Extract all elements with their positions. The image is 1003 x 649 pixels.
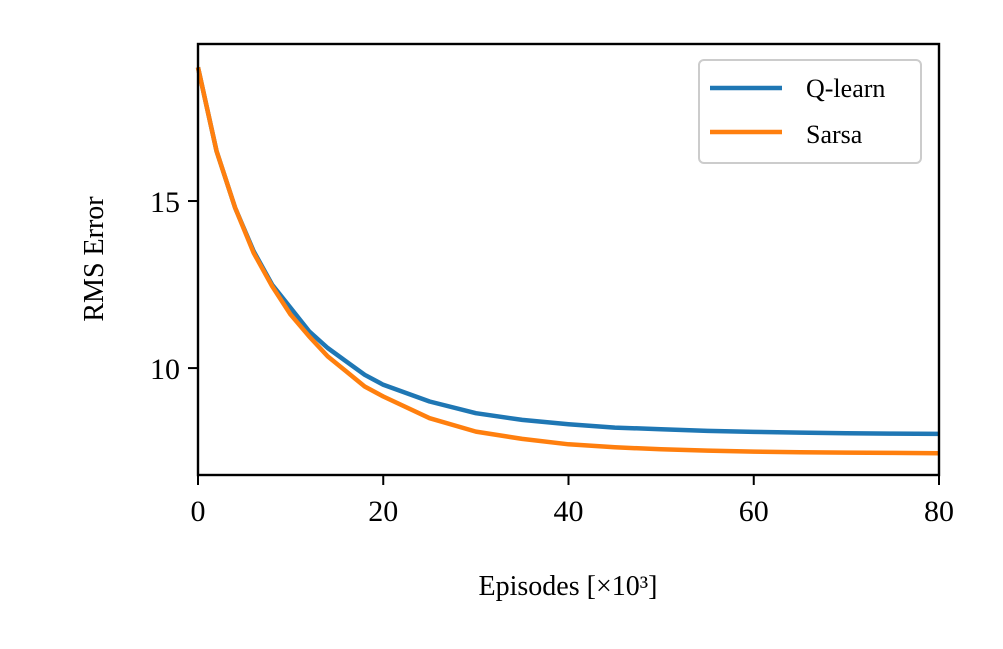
series-line-sarsa <box>195 66 940 456</box>
legend-label-sarsa: Sarsa <box>806 120 863 149</box>
x-axis-ticks: 0 20 40 60 80 <box>191 475 954 528</box>
x-tick-label: 0 <box>191 495 206 528</box>
x-tick-label: 20 <box>368 495 398 528</box>
x-tick-label: 80 <box>924 495 954 528</box>
x-tick-label: 40 <box>554 495 584 528</box>
x-tick-label: 60 <box>739 495 769 528</box>
legend-label-q-learn: Q-learn <box>806 74 885 103</box>
y-axis-ticks: 10 15 <box>150 186 198 386</box>
legend: Q-learn Sarsa <box>698 59 922 164</box>
y-tick-label: 10 <box>150 353 180 386</box>
plot-lines <box>195 66 940 456</box>
y-tick-label: 15 <box>150 186 180 219</box>
x-axis-label: Episodes [×10³] <box>479 571 658 602</box>
y-axis-label: RMS Error <box>79 196 110 322</box>
